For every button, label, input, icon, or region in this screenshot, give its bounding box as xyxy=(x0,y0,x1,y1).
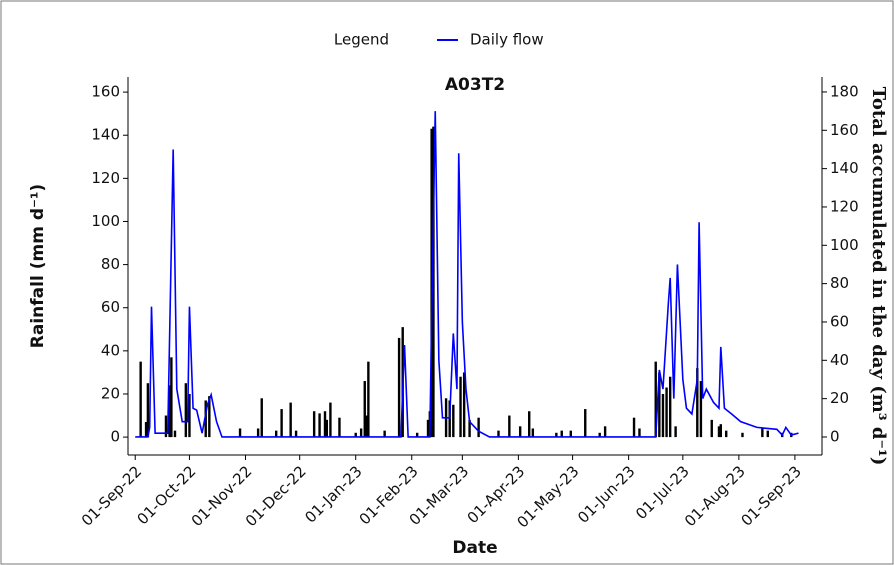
rain-bar xyxy=(415,432,419,438)
rain-bar xyxy=(256,428,260,438)
rain-bar xyxy=(139,361,142,438)
x-axis-label: Date xyxy=(452,538,497,558)
rain-bar xyxy=(204,400,207,438)
rain-bar xyxy=(603,426,607,438)
rain-bar xyxy=(668,376,672,438)
rain-bar xyxy=(766,430,769,438)
rain-bar xyxy=(452,404,455,438)
flow-line xyxy=(135,111,799,438)
rain-bar xyxy=(363,381,366,438)
rain-bar xyxy=(448,400,451,438)
y-tick-label: 100 xyxy=(91,212,120,230)
y-tick-label: 20 xyxy=(101,384,120,402)
rain-bar xyxy=(325,419,329,438)
rain-bar xyxy=(208,396,211,438)
rain-bar xyxy=(260,398,263,438)
rain-bar xyxy=(696,368,699,438)
y-tick-label: 0 xyxy=(110,428,120,446)
rain-bar xyxy=(289,402,292,438)
y2-tick-label: 180 xyxy=(830,82,859,100)
rain-bar xyxy=(632,417,636,438)
y-tick-label: 120 xyxy=(91,169,120,187)
y2-tick-label: 60 xyxy=(830,312,849,330)
rain-bar xyxy=(426,419,430,438)
y2-tick-label: 40 xyxy=(830,351,849,369)
rain-bar xyxy=(584,409,587,438)
rain-bar xyxy=(318,413,321,438)
rain-bar xyxy=(188,393,191,438)
rain-bar xyxy=(367,361,370,438)
rain-bar xyxy=(569,430,572,438)
rain-bar xyxy=(312,411,316,438)
rain-bar xyxy=(365,415,368,438)
rain-bar xyxy=(274,430,278,438)
rain-bar xyxy=(560,430,563,438)
rain-bar xyxy=(699,381,703,438)
rain-bar xyxy=(280,409,283,438)
rain-bar xyxy=(710,419,713,438)
rain-bar xyxy=(528,411,531,438)
rain-bar xyxy=(329,402,332,438)
y-tick-label: 60 xyxy=(101,298,120,316)
rain-bar xyxy=(432,126,435,438)
rain-bar xyxy=(459,376,462,438)
rain-bar xyxy=(665,387,668,438)
rain-bar xyxy=(717,426,721,438)
y2-axis-label: Total accumulated in the day (m³ d⁻¹) xyxy=(868,87,889,466)
rain-bar xyxy=(725,430,728,438)
y2-tick-label: 20 xyxy=(830,389,849,407)
rain-bar xyxy=(338,417,341,438)
rain-bar xyxy=(477,417,480,438)
chart-title: A03T2 xyxy=(445,75,505,95)
y-tick-label: 80 xyxy=(101,255,120,273)
rain-bar xyxy=(462,372,466,438)
y2-tick-label: 80 xyxy=(830,274,849,292)
rain-bar xyxy=(354,432,357,438)
rain-bar xyxy=(674,426,677,438)
rain-bar xyxy=(741,432,744,438)
rain-bar xyxy=(719,424,722,438)
rain-bar xyxy=(323,411,327,438)
rain-bar xyxy=(294,430,298,438)
rain-bar xyxy=(518,426,522,438)
rain-bar xyxy=(164,415,168,438)
y-tick-label: 160 xyxy=(91,83,120,101)
rain-bar xyxy=(168,385,171,438)
rain-bar xyxy=(170,357,173,438)
rain-bar xyxy=(555,432,558,438)
rain-bar xyxy=(468,419,471,438)
legend-label: Daily flow xyxy=(470,31,544,49)
y-axis-label: Rainfall (mm d⁻¹) xyxy=(28,184,48,348)
rain-bar xyxy=(598,432,601,438)
rain-bar xyxy=(497,430,500,438)
rain-bar xyxy=(359,428,363,438)
legend-title: Legend xyxy=(334,31,389,49)
y-tick-label: 40 xyxy=(101,341,120,359)
rain-bar xyxy=(531,428,535,438)
rain-bar xyxy=(173,430,177,438)
rain-bar xyxy=(383,430,386,438)
rain-bar xyxy=(661,393,665,438)
y2-tick-label: 100 xyxy=(830,236,859,254)
rain-bar xyxy=(654,361,657,438)
y-tick-label: 140 xyxy=(91,126,120,144)
y2-tick-label: 0 xyxy=(830,427,840,445)
y2-tick-label: 160 xyxy=(830,121,859,139)
rain-bar xyxy=(638,428,641,438)
y2-tick-label: 140 xyxy=(830,159,859,177)
rain-bar xyxy=(238,428,242,438)
rain-bar xyxy=(184,383,188,438)
rain-bar xyxy=(658,372,661,438)
rain-bar xyxy=(144,422,148,438)
rain-bar xyxy=(397,337,401,438)
rain-bar xyxy=(146,383,150,438)
rain-bar xyxy=(508,415,511,438)
y2-tick-label: 120 xyxy=(830,197,859,215)
rain-bar xyxy=(761,428,764,438)
